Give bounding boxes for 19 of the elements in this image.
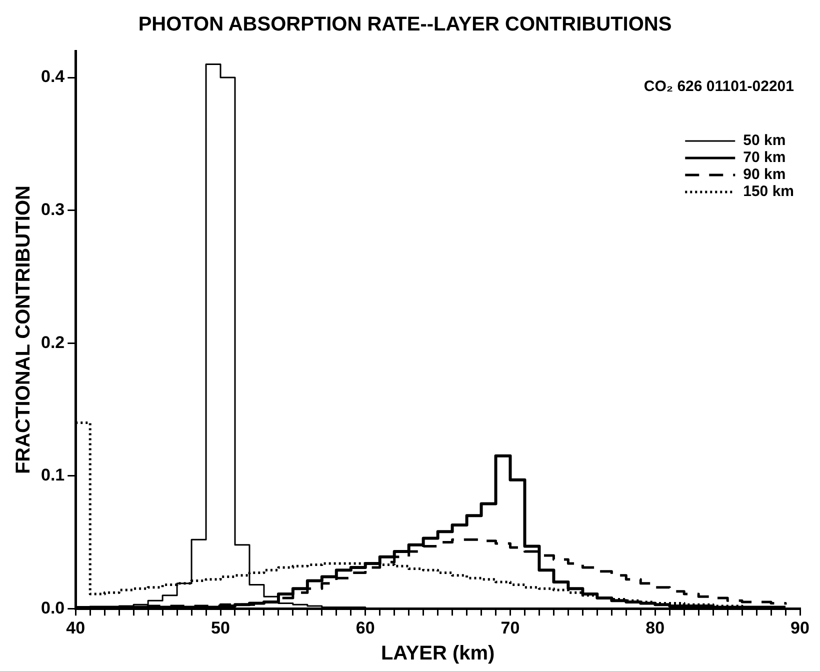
y-tick-label: 0.3 — [40, 200, 65, 219]
y-tick-label: 0.0 — [40, 598, 65, 618]
x-axis-title: LAYER (km) — [380, 642, 495, 665]
x-tick-label: 40 — [66, 618, 86, 638]
y-tick-label: 0.4 — [40, 67, 66, 86]
x-tick-label: 70 — [500, 618, 520, 638]
annotation: CO₂ 626 01101-02201 — [644, 78, 794, 96]
y-axis-title: FRACTIONAL CONTRIBUTION — [12, 186, 35, 474]
legend-label: 70 km — [743, 149, 786, 166]
y-tick-label: 0.2 — [40, 332, 65, 352]
legend-label: 90 km — [743, 166, 786, 184]
y-tick-label: 0.1 — [40, 466, 65, 485]
legend-label: 50 km — [743, 132, 786, 150]
x-tick-label: 80 — [646, 618, 665, 638]
legend-label: 150 km — [743, 183, 794, 200]
x-tick-label: 90 — [790, 618, 810, 638]
x-tick-label: 60 — [356, 618, 375, 638]
x-tick-label: 50 — [211, 618, 230, 638]
chart-title: PHOTON ABSORPTION RATE--LAYER CONTRIBUTIONS — [138, 14, 672, 36]
